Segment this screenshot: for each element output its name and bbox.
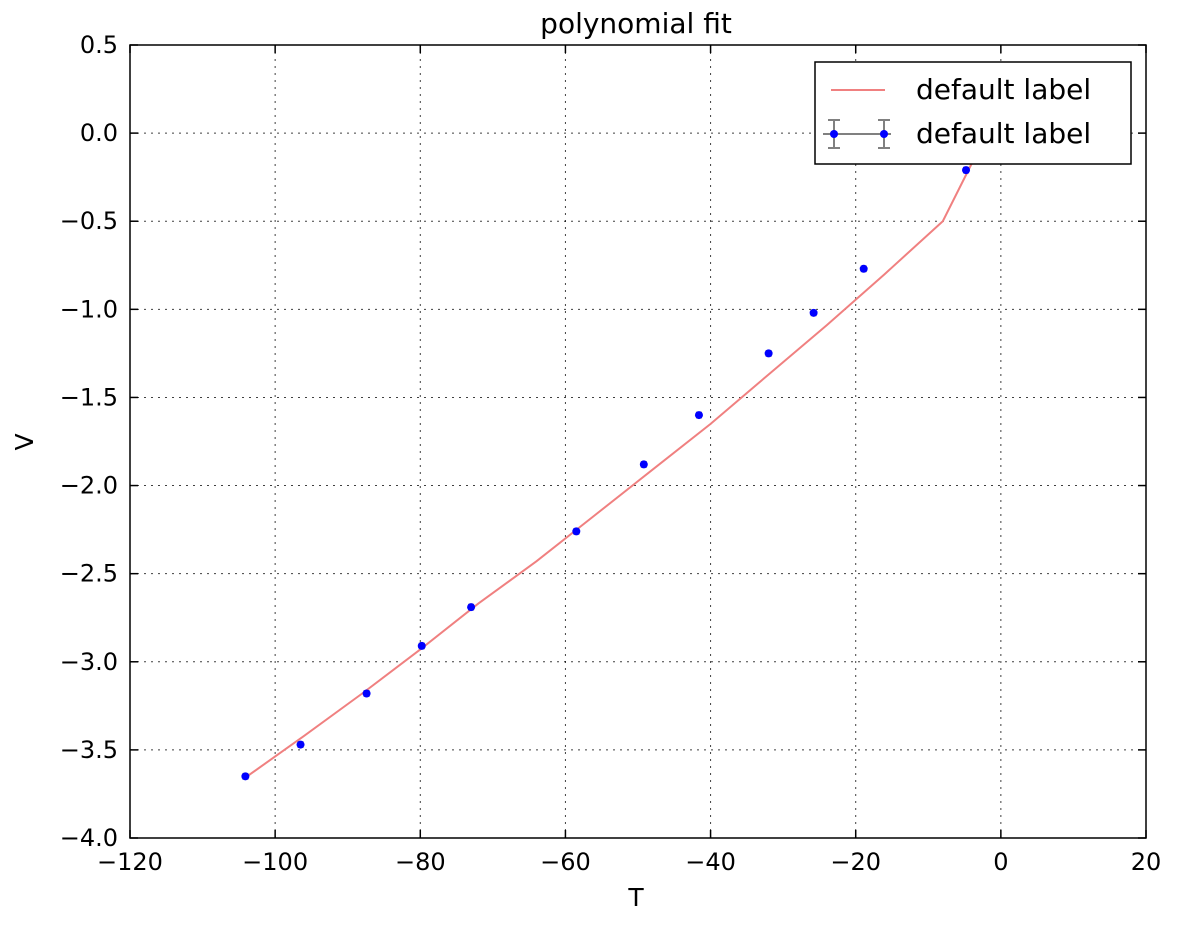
legend-label-data: default label [916,117,1091,150]
x-tick-label: 20 [1131,848,1162,876]
data-point [467,603,476,612]
y-tick-label: −2.5 [60,560,118,588]
y-tick-label: −2.0 [60,472,118,500]
data-marker [809,308,818,317]
fit-line [244,155,977,779]
data-point [694,411,703,420]
y-tick-label: −4.0 [60,824,118,852]
data-point [639,460,648,469]
data-marker [362,689,371,698]
y-tick-label: −1.0 [60,295,118,323]
data-point [362,689,371,698]
x-axis-label: T [627,883,644,912]
y-tick-label: 0.5 [80,31,118,59]
x-tick-label: −20 [830,848,881,876]
data-point [572,527,581,536]
data-marker [467,603,476,612]
legend-errorbar-swatch [823,119,891,149]
x-tick-label: 0 [993,848,1008,876]
data-marker [764,349,773,358]
legend-box [814,61,1132,165]
x-tick-label: −100 [242,848,308,876]
plot-frame [129,44,1147,839]
data-marker [859,264,868,273]
data-point [962,166,971,175]
data-point [809,308,818,317]
y-tick-label: −3.0 [60,648,118,676]
data-marker [296,740,305,749]
data-marker [639,460,648,469]
data-marker [694,411,703,420]
x-tick-label: −40 [685,848,736,876]
data-point [417,641,426,650]
tick-labels: −120 −100 −80 −60 −40 −20 0 20 0.5 0.0 −0.5 −1.0 −1.… [60,31,1162,876]
data-marker [241,772,250,781]
x-tick-label: −80 [395,848,446,876]
data-point [296,740,305,749]
plot-series [241,155,977,781]
data-marker [962,166,971,175]
data-marker [417,641,426,650]
y-tick-label: −3.5 [60,736,118,764]
legend: default label default label [814,61,1132,165]
y-tick-label: −1.5 [60,383,118,411]
axis-ticks [129,44,1147,839]
grid-lines [130,45,1146,838]
chart-title: polynomial fit [540,7,732,40]
data-point [859,264,868,273]
x-tick-label: −60 [540,848,591,876]
data-marker [572,527,581,536]
data-point [241,772,250,781]
x-tick-label: −120 [97,848,163,876]
y-axis-label: V [10,433,39,450]
y-tick-label: −0.5 [60,207,118,235]
legend-label-fit: default label [916,73,1091,106]
data-point [764,349,773,358]
y-tick-label: 0.0 [80,119,118,147]
